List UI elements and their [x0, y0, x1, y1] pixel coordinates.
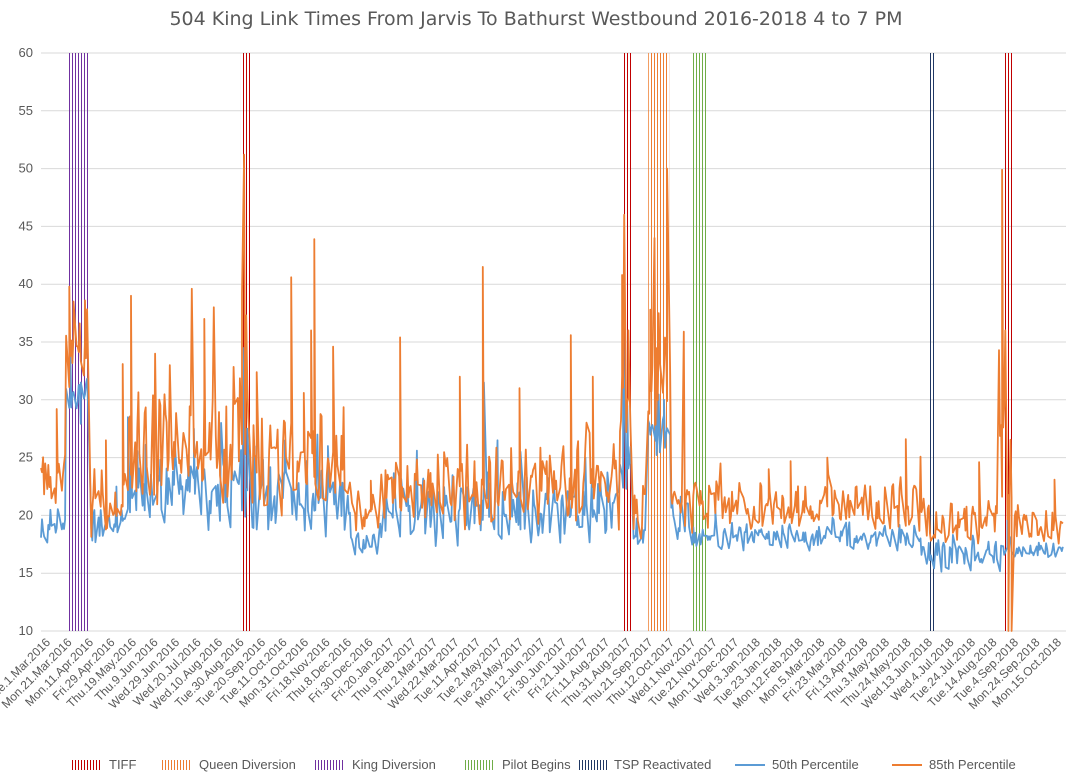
event-band: [928, 53, 936, 631]
series-line-p85: [40, 153, 1064, 632]
y-tick-label: 60: [19, 45, 33, 60]
y-tick-label: 50: [19, 161, 33, 176]
legend-label: 50th Percentile: [772, 757, 859, 772]
event-band: [691, 53, 708, 631]
legend-label: TSP Reactivated: [614, 757, 711, 772]
y-tick-label: 55: [19, 103, 33, 118]
legend-label: King Diversion: [352, 757, 436, 772]
y-tick-label: 35: [19, 334, 33, 349]
y-tick-label: 15: [19, 565, 33, 580]
legend-swatch: [162, 760, 192, 770]
legend-swatch: [315, 760, 345, 770]
event-band: [1003, 53, 1014, 631]
event-band: [622, 53, 633, 631]
y-tick-label: 30: [19, 392, 33, 407]
legend-label: 85th Percentile: [929, 757, 1016, 772]
y-tick-label: 10: [19, 623, 33, 638]
y-tick-label: 40: [19, 276, 33, 291]
legend-label: Pilot Begins: [502, 757, 571, 772]
y-tick-label: 45: [19, 218, 33, 233]
y-tick-label: 25: [19, 450, 33, 465]
legend-label: TIFF: [109, 757, 136, 772]
legend-swatch: [465, 760, 495, 770]
legend-swatch: [72, 760, 102, 770]
legend-swatch: [577, 760, 607, 770]
legend-label: Queen Diversion: [199, 757, 296, 772]
y-tick-label: 20: [19, 507, 33, 522]
chart-title: 504 King Link Times From Jarvis To Bathu…: [169, 8, 903, 30]
